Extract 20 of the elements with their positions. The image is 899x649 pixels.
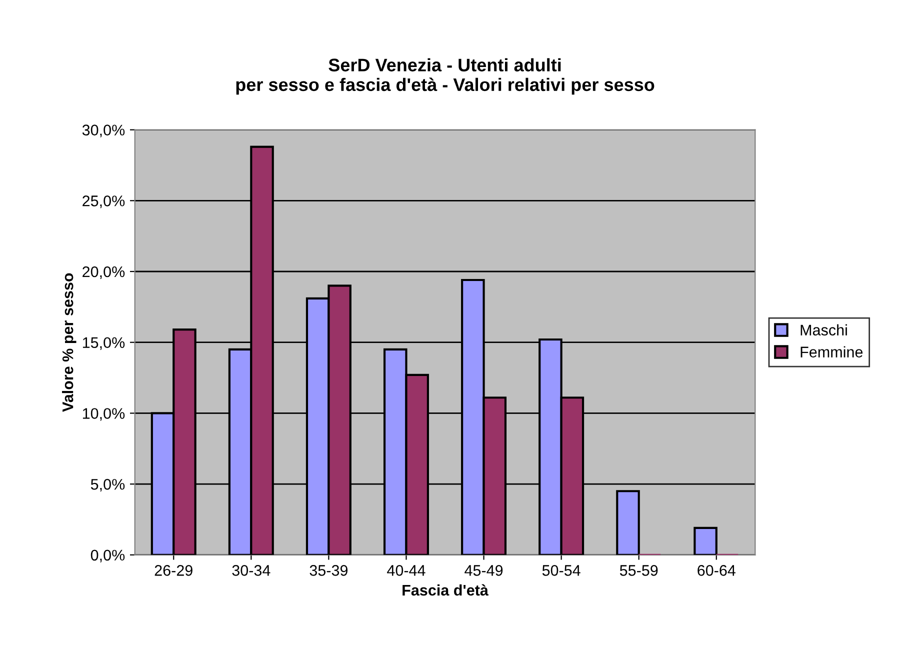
y-tick-label: 25,0% [82, 196, 125, 208]
x-tick-label: 60-64 [698, 565, 736, 576]
x-tick-label: 55-59 [620, 565, 658, 576]
legend-label: Femmine [800, 346, 863, 358]
y-tick-label: 0,0% [90, 550, 125, 562]
legend-label: Maschi [800, 324, 847, 336]
x-tick-label: 45-49 [464, 565, 503, 576]
y-axis-title: Valore % per sesso [62, 273, 76, 412]
x-tick-label: 50-54 [542, 565, 580, 576]
x-tick-label: 40-44 [387, 565, 426, 576]
x-axis-title: Fascia d'età [402, 584, 488, 596]
y-tick-label: 30,0% [82, 124, 125, 138]
y-tick-label: 10,0% [82, 408, 125, 421]
chart-title: SerD Venezia - Utenti adulti per sesso e fascia d'età - Valori relativi per sesso [236, 58, 654, 95]
y-tick-label: 20,0% [82, 266, 125, 279]
x-tick-label: 35-39 [310, 565, 348, 576]
y-tick-label: 5,0% [90, 478, 125, 492]
x-tick-label: 30-34 [232, 565, 270, 576]
y-tick-label: 15,0% [82, 337, 125, 350]
x-tick-label: 26-29 [154, 565, 192, 576]
